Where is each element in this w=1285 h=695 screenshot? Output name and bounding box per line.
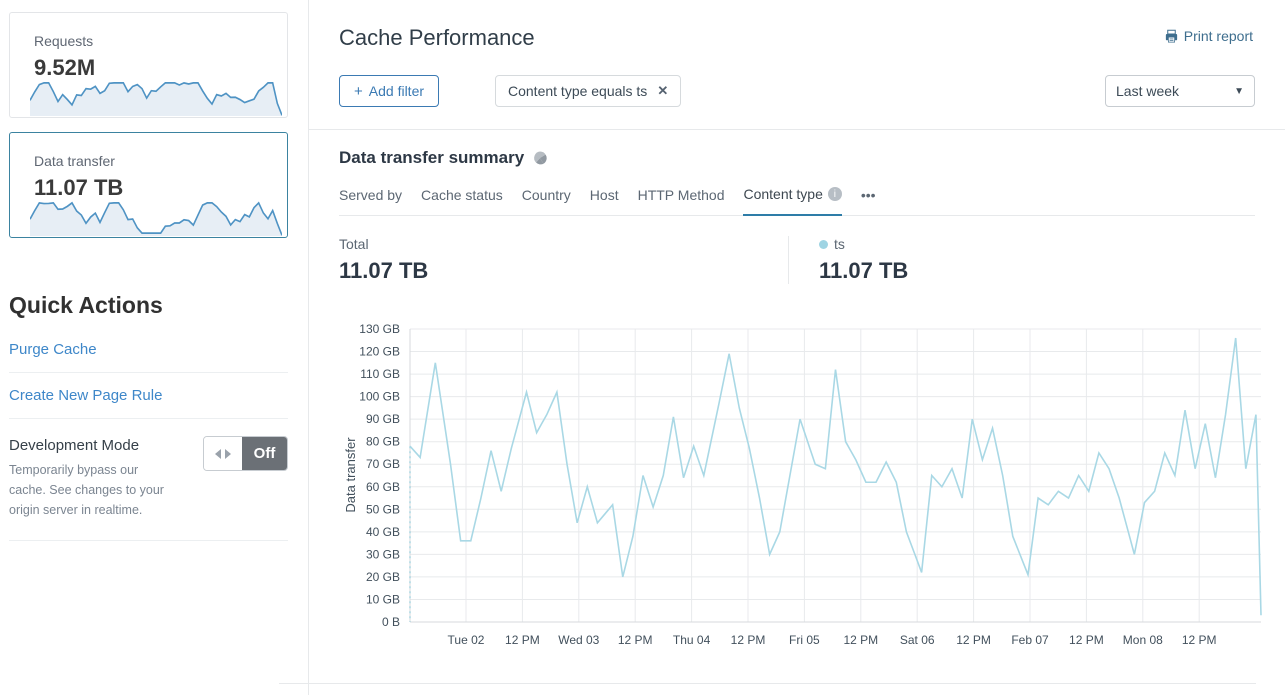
svg-text:12 PM: 12 PM xyxy=(618,633,653,647)
svg-text:12 PM: 12 PM xyxy=(1069,633,1104,647)
svg-text:50 GB: 50 GB xyxy=(366,502,400,516)
svg-text:12 PM: 12 PM xyxy=(505,633,540,647)
svg-text:10 GB: 10 GB xyxy=(366,592,400,606)
svg-text:40 GB: 40 GB xyxy=(366,525,400,539)
svg-text:Feb 07: Feb 07 xyxy=(1011,633,1049,647)
svg-text:12 PM: 12 PM xyxy=(1182,633,1217,647)
svg-text:Sat 06: Sat 06 xyxy=(900,633,935,647)
svg-text:Fri 05: Fri 05 xyxy=(789,633,820,647)
svg-text:Data transfer: Data transfer xyxy=(343,437,358,513)
svg-text:12 PM: 12 PM xyxy=(956,633,991,647)
svg-text:20 GB: 20 GB xyxy=(366,570,400,584)
svg-text:Tue 02: Tue 02 xyxy=(448,633,485,647)
svg-text:60 GB: 60 GB xyxy=(366,480,400,494)
svg-text:12 PM: 12 PM xyxy=(731,633,766,647)
svg-text:70 GB: 70 GB xyxy=(366,457,400,471)
svg-text:90 GB: 90 GB xyxy=(366,412,400,426)
svg-text:12 PM: 12 PM xyxy=(843,633,878,647)
svg-text:100 GB: 100 GB xyxy=(359,390,400,404)
svg-text:130 GB: 130 GB xyxy=(359,322,400,336)
svg-text:80 GB: 80 GB xyxy=(366,435,400,449)
svg-text:0 B: 0 B xyxy=(382,615,400,629)
svg-text:Thu 04: Thu 04 xyxy=(673,633,711,647)
svg-text:120 GB: 120 GB xyxy=(359,345,400,359)
svg-text:Time (local): Time (local) xyxy=(801,658,868,659)
svg-text:Wed 03: Wed 03 xyxy=(558,633,599,647)
svg-text:Mon 08: Mon 08 xyxy=(1123,633,1163,647)
svg-text:30 GB: 30 GB xyxy=(366,547,400,561)
svg-text:110 GB: 110 GB xyxy=(360,367,400,381)
